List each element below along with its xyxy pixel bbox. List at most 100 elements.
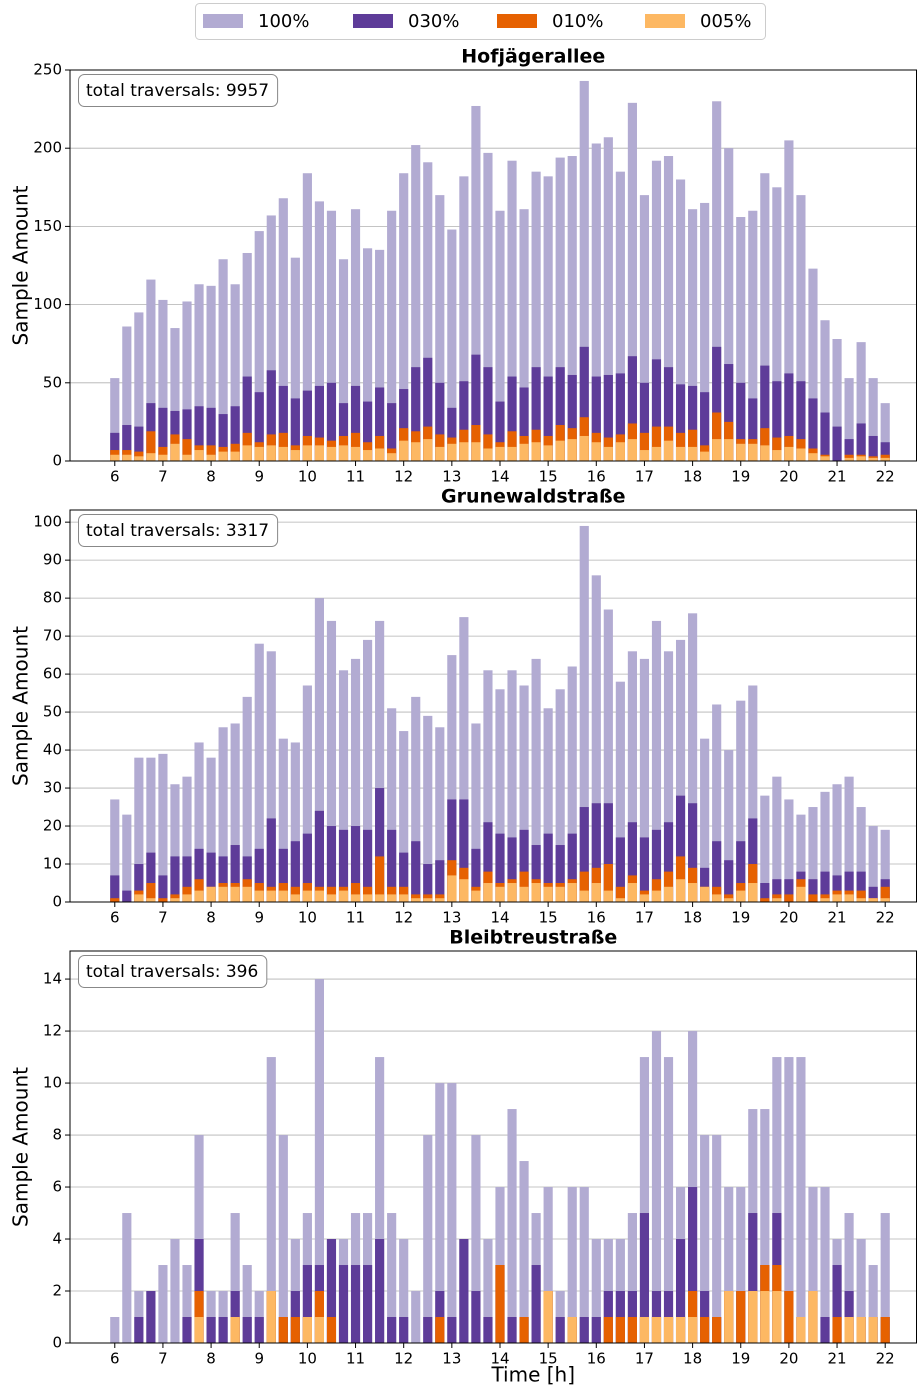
bar <box>326 382 337 461</box>
bar <box>314 1317 324 1343</box>
bar <box>326 446 337 461</box>
bar <box>278 848 288 902</box>
bar <box>110 1317 120 1343</box>
annotation-box <box>78 74 279 107</box>
x-tick-label: 12 <box>394 468 413 486</box>
x-tick-label: 13 <box>442 468 461 486</box>
bar <box>122 814 132 902</box>
bar <box>615 442 625 461</box>
bar <box>507 446 517 461</box>
bar <box>627 651 637 902</box>
bar <box>314 890 324 902</box>
bar <box>158 454 168 461</box>
bar <box>158 1265 168 1343</box>
bar <box>688 613 698 902</box>
bar <box>880 886 890 902</box>
bar <box>531 171 541 461</box>
bar <box>314 810 324 902</box>
bar <box>796 1057 806 1343</box>
bar <box>772 1291 782 1343</box>
bar <box>134 312 144 461</box>
bar <box>495 446 505 461</box>
bar <box>591 803 601 902</box>
y-tick-label: 30 <box>43 779 62 797</box>
bar <box>146 852 156 902</box>
bar <box>326 894 337 902</box>
bar <box>591 575 601 902</box>
bar <box>651 1317 662 1343</box>
x-tick-label: 12 <box>394 1350 413 1368</box>
bar <box>459 381 469 461</box>
bar <box>242 376 252 461</box>
bar <box>483 1317 493 1343</box>
bar <box>724 439 734 461</box>
bar <box>471 442 481 461</box>
bar <box>170 784 180 902</box>
bar <box>218 886 228 902</box>
bar <box>748 1291 758 1343</box>
x-tick-label: 6 <box>110 1350 120 1368</box>
bar <box>603 446 613 461</box>
bar <box>435 1083 445 1343</box>
bar <box>230 845 240 902</box>
bar <box>194 742 204 902</box>
x-tick-label: 8 <box>206 909 216 927</box>
x-tick-label: 15 <box>539 1350 558 1368</box>
bar <box>375 387 385 461</box>
bar <box>146 431 156 461</box>
legend-swatch <box>203 14 243 28</box>
bar <box>772 1057 782 1343</box>
bar <box>639 894 650 902</box>
bar <box>375 894 385 902</box>
bar <box>230 1213 240 1343</box>
bar <box>435 1317 445 1343</box>
bar <box>688 1317 698 1343</box>
bar <box>254 1317 264 1343</box>
bar <box>290 894 300 902</box>
bar <box>736 443 746 461</box>
bar <box>134 426 144 461</box>
x-tick-label: 14 <box>490 1350 509 1368</box>
bar <box>736 841 746 902</box>
bar <box>242 252 252 461</box>
annotation: total traversals: 3317 <box>86 521 269 541</box>
bar <box>290 450 300 461</box>
bar <box>760 898 770 902</box>
bar <box>651 879 662 902</box>
bar <box>700 1135 710 1343</box>
y-tick-label: 0 <box>52 893 62 911</box>
bar <box>411 442 421 461</box>
bar <box>627 1213 637 1343</box>
bar <box>314 201 324 461</box>
y-tick-label: 100 <box>33 295 62 313</box>
y-tick-label: 50 <box>43 703 62 721</box>
x-tick-label: 16 <box>587 468 606 486</box>
bar <box>688 1187 698 1343</box>
bar <box>471 105 481 462</box>
bar <box>724 750 734 902</box>
bar <box>663 1057 674 1343</box>
bar <box>471 354 481 461</box>
bar <box>399 173 409 461</box>
bar <box>350 385 361 461</box>
bar <box>206 886 216 902</box>
bar <box>663 156 674 461</box>
bar <box>603 137 613 461</box>
bar <box>712 412 722 461</box>
bar <box>471 1291 481 1343</box>
bar <box>375 788 385 902</box>
bar <box>844 1213 854 1343</box>
y-tick-label: 4 <box>52 1230 62 1248</box>
bar <box>651 160 662 461</box>
bar <box>363 894 373 902</box>
legend-swatch <box>497 14 537 28</box>
bar <box>134 757 144 902</box>
y-tick-label: 0 <box>52 1334 62 1352</box>
bar <box>218 856 228 902</box>
bar <box>784 799 794 902</box>
bar <box>206 852 216 902</box>
bar <box>194 848 204 902</box>
y-tick-label: 70 <box>43 627 62 645</box>
bar <box>712 101 722 461</box>
